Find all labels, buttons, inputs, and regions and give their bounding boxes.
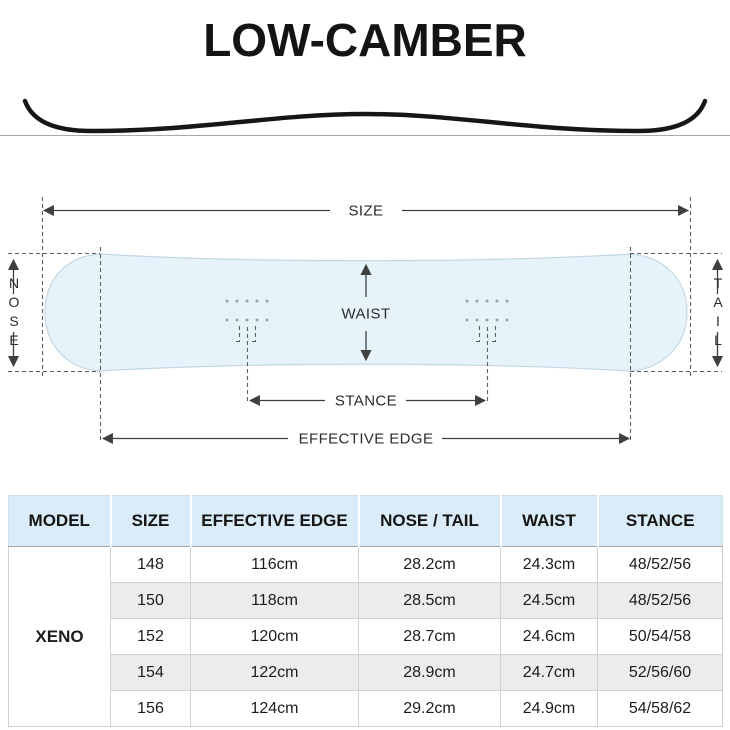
page-title: LOW-CAMBER [203,14,527,66]
snowboard-diagram [0,98,730,445]
nose-tail-cell: 28.9cm [358,654,501,691]
spec-table-header-row: MODEL SIZE EFFECTIVE EDGE NOSE / TAIL WA… [8,495,723,547]
col-header-size: SIZE [109,495,191,547]
effective-edge-cell: 116cm [190,546,359,583]
col-header-effective-edge: EFFECTIVE EDGE [189,495,359,547]
table-row: 156 124cm 29.2cm 24.9cm 54/58/62 [9,690,723,727]
dashed-reference-lines [8,197,722,441]
size-cell: 148 [110,546,191,583]
waist-cell: 24.7cm [500,654,598,691]
waist-dimension-label: WAIST [341,305,391,323]
effective-edge-cell: 120cm [190,618,359,655]
stance-cell: 48/52/56 [597,546,723,583]
waist-cell: 24.5cm [500,582,598,619]
stance-dimension-label: STANCE [334,392,398,410]
table-row: XENO 148 116cm 28.2cm 24.3cm 48/52/56 [8,546,723,727]
spec-table: MODEL SIZE EFFECTIVE EDGE NOSE / TAIL WA… [8,495,723,727]
nose-tail-cell: 29.2cm [358,690,501,727]
nose-dimension-label: NOSE [6,275,22,351]
size-cell: 150 [110,582,191,619]
nose-tail-cell: 28.7cm [358,618,501,655]
size-cell: 156 [110,690,191,727]
size-cell: 154 [110,654,191,691]
tail-dimension-label: TAIL [710,275,726,351]
model-name-cell: XENO [8,546,111,727]
table-row: 154 122cm 28.9cm 24.7cm 52/56/60 [9,654,723,691]
effective-edge-cell: 122cm [190,654,359,691]
size-dimension-label: SIZE [348,202,384,220]
effective-edge-cell: 118cm [190,582,359,619]
waist-cell: 24.9cm [500,690,598,727]
effective-edge-cell: 124cm [190,690,359,727]
effective-edge-dimension-label: EFFECTIVE EDGE [298,430,434,448]
col-header-stance: STANCE [596,495,723,547]
stance-cell: 50/54/58 [597,618,723,655]
stance-cell: 54/58/62 [597,690,723,727]
table-row: 150 118cm 28.5cm 24.5cm 48/52/56 [9,582,723,619]
stance-cell: 52/56/60 [597,654,723,691]
nose-tail-cell: 28.5cm [358,582,501,619]
size-cell: 152 [110,618,191,655]
camber-profile-curve [22,98,708,134]
col-header-waist: WAIST [499,495,598,547]
col-header-nose-tail: NOSE / TAIL [357,495,501,547]
waist-cell: 24.6cm [500,618,598,655]
waist-cell: 24.3cm [500,546,598,583]
nose-tail-cell: 28.2cm [358,546,501,583]
table-row: 152 120cm 28.7cm 24.6cm 50/54/58 [9,618,723,655]
insert-dots [225,299,509,322]
col-header-model: MODEL [8,495,111,547]
dimension-arrows [7,204,724,445]
stance-cell: 48/52/56 [597,582,723,619]
